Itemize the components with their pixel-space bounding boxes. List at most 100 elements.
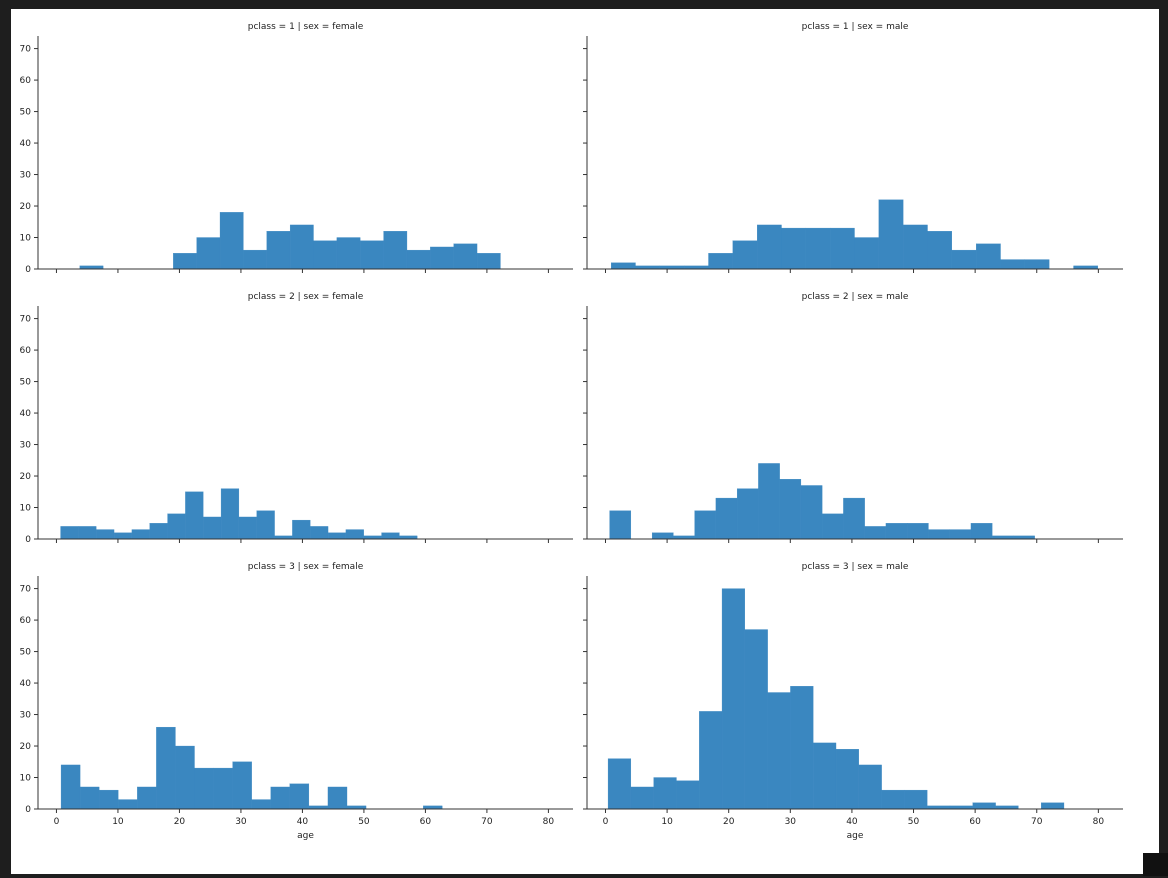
- histogram-bar: [243, 249, 267, 270]
- y-tick-label: 20: [20, 202, 32, 212]
- histogram-bar: [99, 789, 119, 810]
- histogram-bar: [203, 516, 222, 540]
- x-tick-label: 10: [112, 817, 124, 827]
- histogram-bar: [220, 488, 240, 540]
- histogram-bar: [289, 783, 310, 810]
- histogram-bar: [381, 532, 400, 540]
- histogram-bar: [345, 529, 364, 540]
- histogram-bar: [781, 227, 806, 270]
- panel-4: pclass = 2 | sex = male: [583, 292, 1123, 543]
- x-tick-label: 30: [785, 817, 797, 827]
- x-tick-label: 70: [1031, 817, 1043, 827]
- histogram-bar: [238, 516, 257, 540]
- histogram-bar: [758, 463, 780, 540]
- histogram-bar: [173, 253, 197, 270]
- histogram-bar: [251, 799, 271, 810]
- histogram-bar: [805, 227, 831, 270]
- histogram-bar: [156, 726, 176, 810]
- histogram-bar: [864, 526, 887, 540]
- y-tick-label: 70: [20, 315, 32, 325]
- histogram-bar: [609, 510, 632, 540]
- histogram-bar: [175, 745, 195, 810]
- histogram-bar: [970, 523, 993, 540]
- y-tick-label: 0: [25, 265, 31, 275]
- y-tick-label: 50: [20, 108, 32, 118]
- histogram-bar: [270, 786, 290, 810]
- histogram-bar: [721, 588, 745, 810]
- histogram-bar: [60, 526, 79, 540]
- histogram-bar: [790, 686, 814, 810]
- histogram-bar: [232, 761, 252, 810]
- histogram-bar: [951, 249, 977, 270]
- x-tick-label: 50: [358, 817, 370, 827]
- y-tick-label: 60: [20, 616, 32, 626]
- histogram-bar: [854, 237, 879, 270]
- histogram-bar: [800, 485, 823, 540]
- y-tick-label: 0: [25, 805, 31, 815]
- histogram-bar: [137, 786, 157, 810]
- histogram-bar: [360, 240, 384, 270]
- histogram-bar: [113, 532, 133, 540]
- panel-2: pclass = 1 | sex = male: [583, 22, 1123, 273]
- histogram-bar: [779, 479, 802, 540]
- y-tick-label: 70: [20, 45, 32, 55]
- y-tick-label: 60: [20, 76, 32, 86]
- x-tick-label: 20: [174, 817, 186, 827]
- x-tick-label: 40: [846, 817, 858, 827]
- x-axis-label: age: [847, 831, 864, 841]
- y-tick-label: 40: [20, 679, 32, 689]
- panel-1: pclass = 1 | sex = female 0 10 20 30 40 50 60 70: [20, 22, 573, 275]
- histogram-bar: [289, 224, 314, 270]
- histogram-bar: [757, 224, 782, 270]
- histogram-bar: [744, 629, 768, 810]
- histogram-bar: [1000, 259, 1026, 270]
- facet-grid-chart: pclass = 1 | sex = female 0 10 20 30 40 50 60 70…: [20, 22, 1123, 841]
- histogram-bar: [256, 510, 275, 540]
- histogram-bar: [406, 249, 431, 270]
- histogram-bar: [830, 227, 855, 270]
- panel-title: pclass = 2 | sex = male: [802, 292, 909, 302]
- y-tick-label: 40: [20, 139, 32, 149]
- histogram-bar: [972, 802, 996, 810]
- x-tick-label: 10: [661, 817, 673, 827]
- y-tick-label: 30: [20, 171, 32, 181]
- panel-3: pclass = 2 | sex = female 0 10 20 30 40 50 60 70: [20, 292, 573, 545]
- histogram-bar: [266, 231, 291, 270]
- histogram-bar: [327, 786, 348, 810]
- x-tick-label: 30: [235, 817, 247, 827]
- histogram-bar: [383, 231, 408, 270]
- y-tick-label: 30: [20, 441, 32, 451]
- x-tick-label: 20: [723, 817, 735, 827]
- y-tick-label: 20: [20, 742, 32, 752]
- histogram-bar: [907, 523, 929, 540]
- x-axis-label: age: [297, 831, 314, 841]
- histogram-bar: [928, 529, 950, 540]
- histogram-bar: [858, 764, 882, 810]
- histogram-bar: [708, 253, 733, 270]
- histogram-bar: [843, 497, 865, 540]
- histogram-bar: [653, 777, 677, 810]
- x-tick-label: 80: [543, 817, 555, 827]
- histogram-bar: [736, 488, 759, 540]
- histogram-bar: [194, 767, 214, 810]
- y-tick-label: 30: [20, 711, 32, 721]
- histogram-bar: [219, 212, 244, 270]
- x-tick-label: 60: [420, 817, 432, 827]
- histogram-bar: [430, 246, 454, 270]
- histogram-bar: [118, 799, 138, 810]
- panel-title: pclass = 2 | sex = female: [248, 292, 364, 302]
- histogram-bar: [149, 523, 168, 540]
- x-tick-label: 0: [54, 817, 60, 827]
- panel-title: pclass = 3 | sex = female: [248, 562, 364, 572]
- corner-block: [1143, 853, 1168, 876]
- histogram-bar: [327, 532, 347, 540]
- histogram-bar: [822, 513, 844, 540]
- histogram-bar: [607, 758, 632, 810]
- panel-5: pclass = 3 | sex = female 0 10 20 30 40 50 60 70…: [20, 562, 573, 841]
- histogram-bar: [881, 789, 905, 810]
- panel-6: pclass = 3 | sex = male 0 10 20 30 40 50 60 70 80…: [583, 562, 1123, 841]
- histogram-bar: [904, 789, 928, 810]
- x-tick-label: 80: [1093, 817, 1105, 827]
- histogram-bar: [453, 243, 478, 270]
- y-tick-label: 10: [20, 504, 32, 514]
